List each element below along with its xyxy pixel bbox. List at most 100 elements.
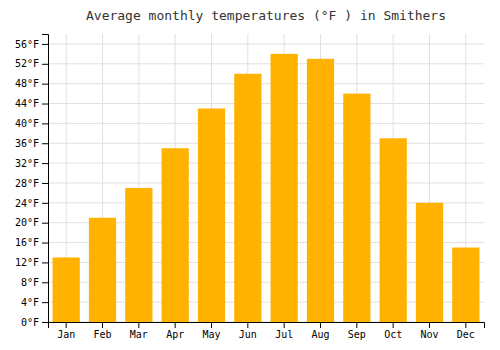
y-tick-mark: [42, 282, 48, 283]
y-tick: 48°F: [15, 78, 48, 89]
y-tick-label: 12°F: [15, 257, 39, 268]
y-tick: 32°F: [15, 158, 48, 169]
x-tick-label: Jan: [57, 329, 75, 340]
x-tick: Jan: [57, 322, 75, 340]
y-tick-label: 48°F: [15, 78, 39, 89]
x-tick-mark: [320, 322, 321, 328]
x-tick-label: Sep: [348, 329, 366, 340]
x-tick-mark: [284, 322, 285, 328]
x-tick-mark: [393, 322, 394, 328]
y-tick: 12°F: [15, 257, 48, 268]
y-tick-mark: [42, 64, 48, 65]
y-tick: 20°F: [15, 217, 48, 228]
y-tick-label: 32°F: [15, 158, 39, 169]
x-tick-label: Oct: [384, 329, 402, 340]
x-tick-label: Feb: [93, 329, 111, 340]
y-tick-mark: [42, 123, 48, 124]
grid-line-y: [48, 123, 484, 124]
grid-line-y: [48, 182, 484, 183]
bar: [452, 248, 479, 322]
x-tick-mark: [429, 322, 430, 328]
bar: [416, 203, 443, 322]
x-tick: Feb: [93, 322, 111, 340]
y-tick-mark: [42, 104, 48, 105]
x-axis-line: [49, 323, 485, 329]
y-tick-label: 52°F: [15, 58, 39, 69]
x-tick-mark: [211, 322, 212, 328]
y-tick-label: 56°F: [15, 39, 39, 50]
x-tick-mark: [66, 322, 67, 328]
y-tick-mark: [42, 223, 48, 224]
x-tick-mark: [138, 322, 139, 328]
bar: [271, 54, 298, 322]
y-tick-label: 0°F: [21, 317, 39, 328]
plot: 0°F 4°F 8°F 12°F 16°F 20°F 24°F 28°F 32°F 36°F 40°…: [15, 34, 485, 340]
bar: [380, 138, 407, 322]
grid-line-y: [48, 63, 484, 64]
y-tick: 56°F: [15, 39, 48, 50]
x-tick: Sep: [348, 322, 366, 340]
y-tick: 40°F: [15, 118, 48, 129]
y-tick-label: 24°F: [15, 198, 39, 209]
y-tick: 8°F: [21, 277, 48, 288]
x-tick: Apr: [166, 322, 184, 340]
y-tick: 4°F: [21, 297, 48, 308]
y-tick: 16°F: [15, 237, 48, 248]
grid-line-y: [48, 83, 484, 84]
y-axis-line: [42, 35, 49, 323]
x-tick-mark: [102, 322, 103, 328]
x-tick: Jun: [239, 322, 257, 340]
x-tick-label: Aug: [311, 329, 329, 340]
x-tick: Mar: [130, 322, 148, 340]
bar: [162, 148, 189, 322]
y-tick-mark: [42, 302, 48, 303]
bar: [89, 218, 116, 322]
x-tick-label: Dec: [457, 329, 475, 340]
title: Average monthly temperatures (°F ) in Sm…: [86, 8, 446, 23]
x-tick-mark: [356, 322, 357, 328]
bar: [307, 59, 334, 322]
y-tick-mark: [42, 322, 48, 323]
bar: [198, 108, 225, 322]
x-tick-label: Apr: [166, 329, 184, 340]
x-tick: May: [202, 322, 220, 340]
y-axis: 0°F 4°F 8°F 12°F 16°F 20°F 24°F 28°F 32°F 36°F 40°…: [15, 35, 49, 328]
grid-line-y: [48, 103, 484, 104]
x-tick-label: Jun: [239, 329, 257, 340]
x-tick-label: Mar: [130, 329, 148, 340]
y-tick: 24°F: [15, 198, 48, 209]
y-tick-label: 36°F: [15, 138, 39, 149]
y-tick-label: 4°F: [21, 297, 39, 308]
y-tick-mark: [42, 44, 48, 45]
grid-line-y: [48, 163, 484, 164]
x-tick: Jul: [275, 322, 293, 340]
bar: [343, 94, 370, 322]
y-tick-label: 28°F: [15, 178, 39, 189]
y-tick: 28°F: [15, 178, 48, 189]
y-tick-mark: [42, 243, 48, 244]
y-tick-mark: [42, 183, 48, 184]
y-tick-mark: [42, 84, 48, 85]
bar: [234, 74, 261, 322]
chart: 0°F 4°F 8°F 12°F 16°F 20°F 24°F 28°F 32°F 36°F 40°…: [0, 0, 500, 350]
y-tick-label: 40°F: [15, 118, 39, 129]
grid-line-y: [48, 143, 484, 144]
x-tick: Oct: [384, 322, 402, 340]
x-tick-label: May: [202, 329, 220, 340]
x-tick: Dec: [457, 322, 475, 340]
x-tick-mark: [175, 322, 176, 328]
bar: [53, 257, 80, 322]
bar: [125, 188, 152, 322]
y-tick: 0°F: [21, 317, 48, 328]
y-tick: 52°F: [15, 58, 48, 69]
y-tick-label: 16°F: [15, 237, 39, 248]
y-tick-label: 20°F: [15, 217, 39, 228]
y-tick-mark: [42, 262, 48, 263]
bars: [53, 54, 480, 322]
grid: [48, 34, 484, 322]
grid-line-y: [48, 43, 484, 44]
x-tick: Aug: [311, 322, 329, 340]
y-tick-label: 44°F: [15, 98, 39, 109]
x-tick-label: Jul: [275, 329, 293, 340]
y-tick-mark: [42, 203, 48, 204]
